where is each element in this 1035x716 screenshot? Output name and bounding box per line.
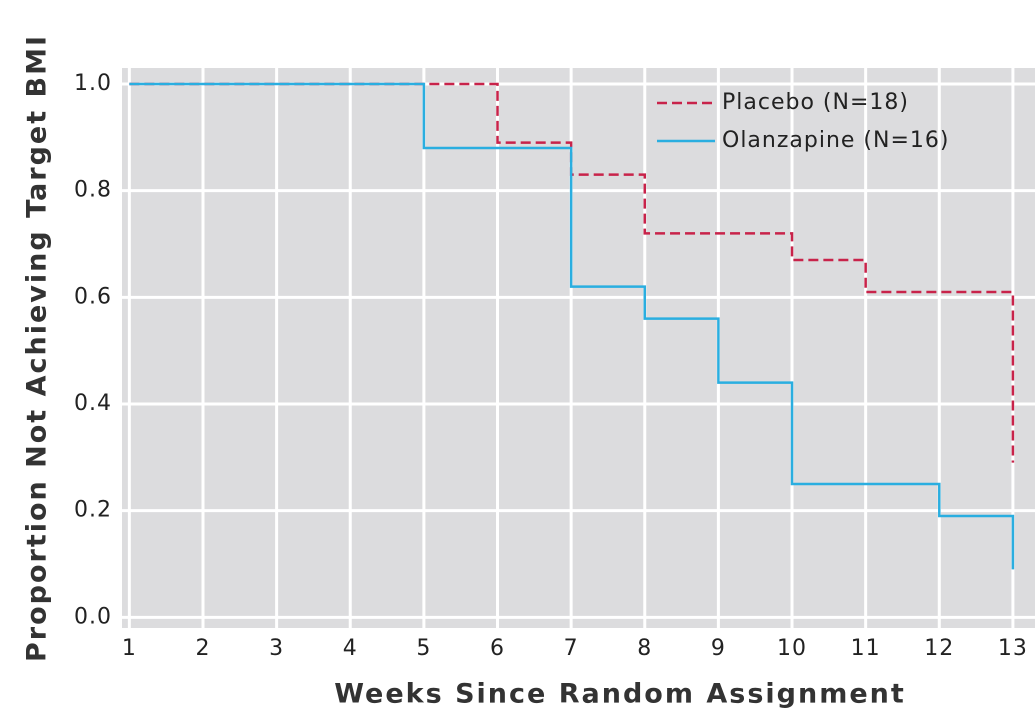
lines <box>129 82 1015 570</box>
step-line <box>129 82 1015 463</box>
x-tick-label: 13 <box>998 636 1028 661</box>
labels: 0.00.20.40.60.81.01 2 3 4 5 6 7 8 9 10 11 12 13Place… <box>74 71 1028 661</box>
y-tick-label: 0.0 <box>74 604 112 629</box>
step-line <box>129 82 1015 570</box>
x-tick-label: 8 <box>637 636 652 661</box>
y-axis-title: Proportion Not Achieving Target BMI <box>22 34 53 662</box>
x-tick-label: 7 <box>564 636 579 661</box>
legend-label: Placebo (N=18) <box>722 90 909 115</box>
x-tick-label: 4 <box>343 636 358 661</box>
plot-area <box>122 68 1035 628</box>
x-tick-label: 10 <box>777 636 807 661</box>
x-tick-label: 11 <box>851 636 881 661</box>
x-axis-title: Weeks Since Random Assignment <box>334 679 906 710</box>
x-tick-label: 1 <box>122 636 137 661</box>
x-tick-label: 9 <box>711 636 726 661</box>
y-tick-label: 1.0 <box>74 71 112 96</box>
x-tick-label: 6 <box>490 636 505 661</box>
x-tick-label: 5 <box>416 636 431 661</box>
x-tick-label: 12 <box>924 636 954 661</box>
y-tick-label: 0.6 <box>74 284 112 309</box>
y-tick-label: 0.4 <box>74 391 112 416</box>
x-tick-label: 3 <box>269 636 284 661</box>
y-tick-label: 0.8 <box>74 178 112 203</box>
y-tick-label: 0.2 <box>74 498 112 523</box>
x-tick-label: 2 <box>195 636 210 661</box>
legend-label: Olanzapine (N=16) <box>722 128 949 153</box>
